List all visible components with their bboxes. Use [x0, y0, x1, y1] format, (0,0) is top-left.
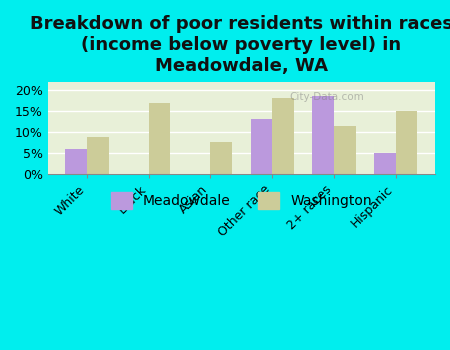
Bar	[272, 98, 294, 174]
Legend: Meadowdale, Washington: Meadowdale, Washington	[105, 187, 378, 215]
Bar	[312, 96, 334, 174]
Bar	[334, 126, 356, 174]
Bar	[65, 149, 87, 174]
Bar	[374, 153, 396, 174]
Bar	[87, 138, 108, 174]
Title: Breakdown of poor residents within races
(income below poverty level) in
Meadowd: Breakdown of poor residents within races…	[30, 15, 450, 75]
Bar	[148, 103, 171, 174]
Bar	[251, 119, 272, 174]
Bar	[211, 142, 232, 174]
Bar	[396, 111, 418, 174]
Text: City-Data.com: City-Data.com	[289, 92, 364, 102]
